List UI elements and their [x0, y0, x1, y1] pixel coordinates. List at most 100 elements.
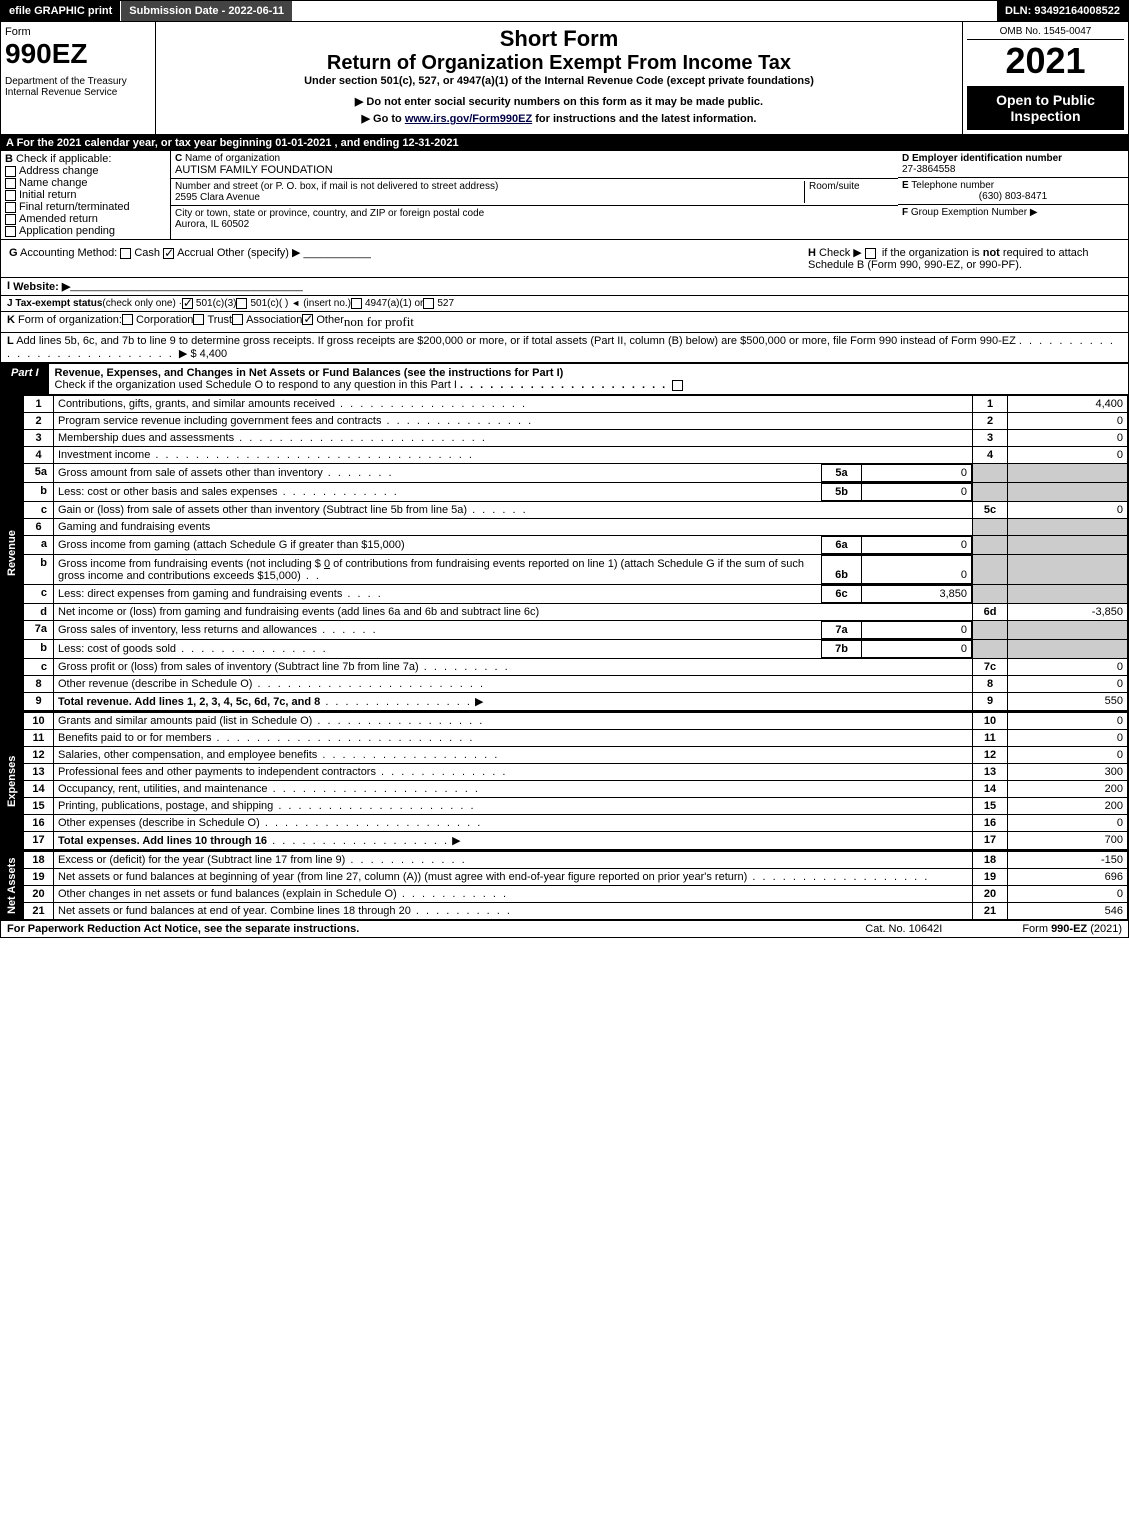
checkbox-initial[interactable]	[5, 190, 16, 201]
tax-year: 2021	[967, 40, 1124, 82]
checkbox-final[interactable]	[5, 202, 16, 213]
dept-treasury: Department of the Treasury	[5, 76, 151, 87]
line-3: 3Membership dues and assessments . . . .…	[24, 430, 1128, 447]
checkbox-cash[interactable]	[120, 248, 131, 259]
line-12: 12Salaries, other compensation, and empl…	[24, 747, 1128, 764]
j-c: 501(c)( )	[250, 298, 288, 309]
checkbox-assoc[interactable]	[232, 314, 243, 325]
subtitle: Under section 501(c), 527, or 4947(a)(1)…	[160, 75, 958, 87]
netassets-table: 18Excess or (deficit) for the year (Subt…	[23, 851, 1128, 920]
expenses-body: Expenses 10Grants and similar amounts pa…	[0, 712, 1129, 851]
checkbox-501c3[interactable]	[182, 298, 193, 309]
checkbox-accrual[interactable]	[163, 248, 174, 259]
line-6a: aGross income from gaming (attach Schedu…	[24, 536, 1128, 555]
line-19: 19Net assets or fund balances at beginni…	[24, 869, 1128, 886]
form-label: Form	[5, 26, 151, 38]
arrow-left-icon	[288, 298, 303, 309]
j-label: J	[7, 298, 13, 309]
line-18: 18Excess or (deficit) for the year (Subt…	[24, 852, 1128, 869]
top-bar: efile GRAPHIC print Submission Date - 20…	[0, 0, 1129, 22]
section-a: A For the 2021 calendar year, or tax yea…	[0, 135, 1129, 151]
footer-cat: Cat. No. 10642I	[865, 923, 942, 935]
b-label: B	[5, 153, 13, 165]
efile-print-button[interactable]: efile GRAPHIC print	[1, 1, 121, 21]
dots: . . . . . . . . . . . . . . . . . . . . …	[460, 379, 672, 391]
checkbox-address-change[interactable]	[5, 166, 16, 177]
irs-link[interactable]: www.irs.gov/Form990EZ	[405, 113, 532, 125]
line-14: 14Occupancy, rent, utilities, and mainte…	[24, 781, 1128, 798]
l-text: Add lines 5b, 6c, and 7b to line 9 to de…	[16, 335, 1016, 347]
section-i: I Website: ▶ ___________________________…	[0, 278, 1129, 296]
g-label: G	[9, 247, 18, 259]
checkbox-4947[interactable]	[351, 298, 362, 309]
sections-def: D Employer identification number 27-3864…	[898, 151, 1128, 239]
checkbox-527[interactable]	[423, 298, 434, 309]
sections-bcdef: B Check if applicable: Address change Na…	[0, 151, 1129, 240]
l-value: 4,400	[200, 348, 228, 360]
opt-address: Address change	[19, 165, 99, 177]
h-label: H	[808, 247, 816, 259]
checkbox-pending[interactable]	[5, 226, 16, 237]
header-center: Short Form Return of Organization Exempt…	[156, 22, 963, 134]
f-arrow-icon: ▶	[1030, 207, 1038, 218]
lines-table: 1Contributions, gifts, grants, and simil…	[23, 395, 1128, 711]
line-8: 8Other revenue (describe in Schedule O) …	[24, 676, 1128, 693]
room-label: Room/suite	[809, 181, 860, 192]
form-header: Form 990EZ Department of the Treasury In…	[0, 22, 1129, 135]
opt-final: Final return/terminated	[19, 201, 130, 213]
line-6: 6Gaming and fundraising events	[24, 519, 1128, 536]
part1-title-text: Revenue, Expenses, and Changes in Net As…	[55, 367, 564, 379]
checkbox-trust[interactable]	[193, 314, 204, 325]
section-j: J Tax-exempt status (check only one) · 5…	[0, 296, 1129, 312]
checkbox-name-change[interactable]	[5, 178, 16, 189]
revenue-table: 1Contributions, gifts, grants, and simil…	[23, 395, 1128, 711]
section-g: G Accounting Method: Cash Accrual Other …	[5, 244, 804, 273]
opt-initial: Initial return	[19, 189, 76, 201]
line-9: 9Total revenue. Add lines 1, 2, 3, 4, 5c…	[24, 693, 1128, 711]
part1-label: Part I	[1, 364, 49, 394]
k-assoc: Association	[246, 314, 302, 330]
checkbox-other-org[interactable]	[302, 314, 313, 325]
h-rest: if the organization is	[882, 247, 983, 259]
j-527: 527	[437, 298, 454, 309]
checkbox-501c[interactable]	[236, 298, 247, 309]
page-footer: For Paperwork Reduction Act Notice, see …	[0, 921, 1129, 938]
checkbox-schedule-o[interactable]	[672, 380, 683, 391]
city-value: Aurora, IL 60502	[175, 219, 249, 230]
line-2: 2Program service revenue including gover…	[24, 413, 1128, 430]
revenue-side-label: Revenue	[1, 395, 23, 711]
j-text: Tax-exempt status	[15, 298, 102, 309]
l-label: L	[7, 335, 14, 347]
line-5b: bLess: cost or other basis and sales exp…	[24, 483, 1128, 502]
org-name: AUTISM FAMILY FOUNDATION	[175, 164, 333, 176]
section-k: K Form of organization: Corporation Trus…	[0, 312, 1129, 333]
section-b: B Check if applicable: Address change Na…	[1, 151, 171, 239]
d-label: D	[902, 153, 909, 164]
goto-pre: ▶ Go to	[362, 113, 405, 125]
line-15: 15Printing, publications, postage, and s…	[24, 798, 1128, 815]
i-text: Website: ▶	[13, 280, 70, 293]
line-6b: bGross income from fundraising events (n…	[24, 555, 1128, 585]
checkbox-amended[interactable]	[5, 214, 16, 225]
open-public-inspection: Open to Public Inspection	[967, 86, 1124, 130]
line-21: 21Net assets or fund balances at end of …	[24, 903, 1128, 920]
line-11: 11Benefits paid to or for members . . . …	[24, 730, 1128, 747]
k-other: Other	[316, 314, 344, 330]
opt-name: Name change	[19, 177, 88, 189]
checkbox-corp[interactable]	[122, 314, 133, 325]
checkbox-h[interactable]	[865, 248, 876, 259]
footer-right: Form 990-EZ (2021)	[1022, 923, 1122, 935]
line-5c: cGain or (loss) from sale of assets othe…	[24, 502, 1128, 519]
line-7c: cGross profit or (loss) from sales of in…	[24, 659, 1128, 676]
line-6c: cLess: direct expenses from gaming and f…	[24, 585, 1128, 604]
expenses-table: 10Grants and similar amounts paid (list …	[23, 712, 1128, 850]
note-goto: ▶ Go to www.irs.gov/Form990EZ for instru…	[160, 112, 958, 125]
line-10: 10Grants and similar amounts paid (list …	[24, 713, 1128, 730]
section-c: C Name of organization AUTISM FAMILY FOU…	[171, 151, 898, 239]
opt-pending: Application pending	[19, 225, 115, 237]
ein-value: 27-3864558	[902, 164, 955, 175]
line-7a: 7aGross sales of inventory, less returns…	[24, 621, 1128, 640]
netassets-side-label: Net Assets	[1, 851, 23, 920]
h-check: Check ▶	[819, 247, 862, 259]
netassets-body: Net Assets 18Excess or (deficit) for the…	[0, 851, 1129, 921]
